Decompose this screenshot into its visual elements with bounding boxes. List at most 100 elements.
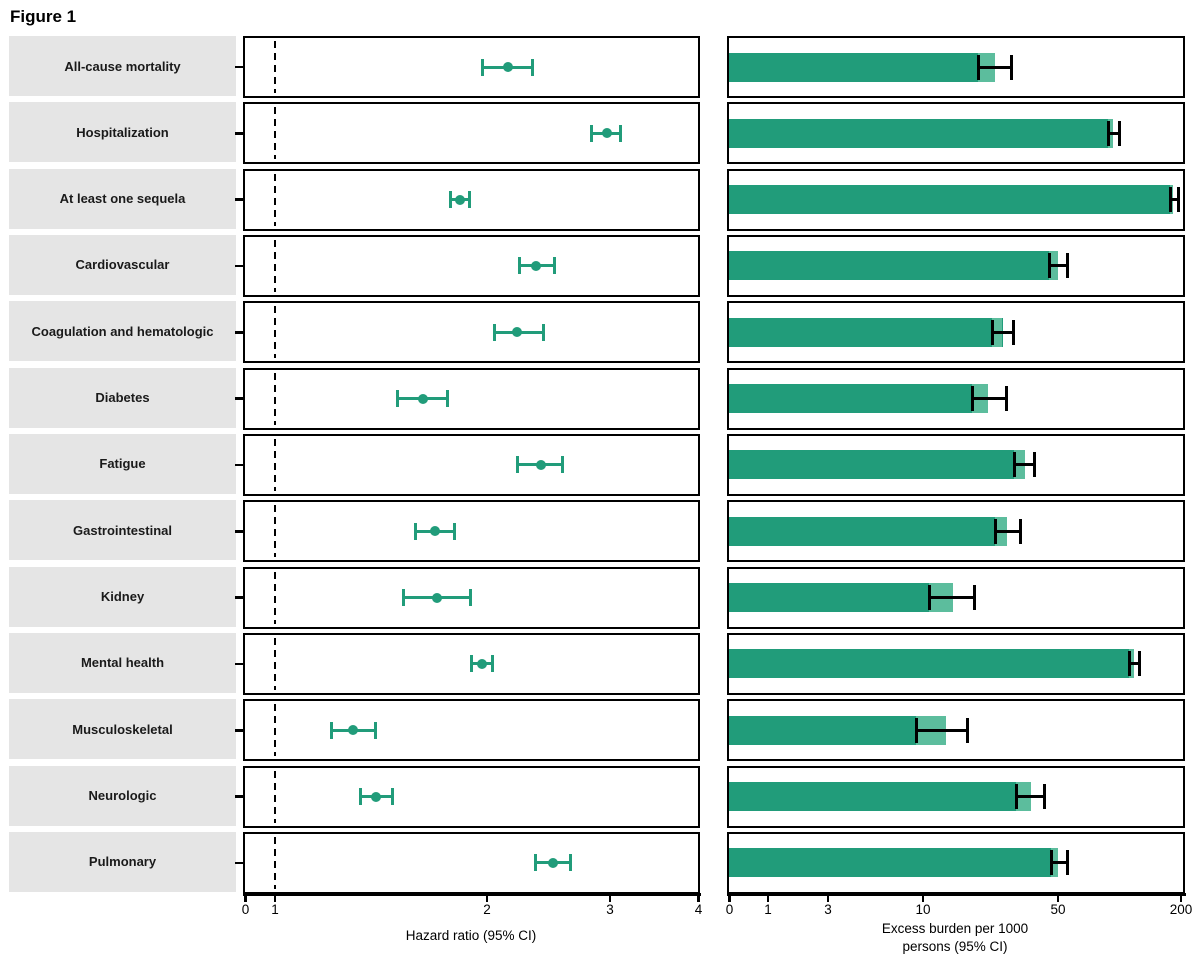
hr-ci-cap-high [531, 58, 535, 76]
hr-ci-cap-low [402, 589, 406, 607]
hr-ci-cap-high [619, 124, 623, 142]
hr-point-marker [536, 459, 547, 470]
reference-line-hr-1 [274, 438, 276, 491]
row-label-gastrointestinal: Gastrointestinal [9, 500, 236, 561]
hazard-ratio-panel [243, 632, 700, 695]
left-axis-tick-0 [244, 895, 247, 902]
row-label-cardiovascular: Cardiovascular [9, 234, 236, 295]
burden-ci-line [1129, 662, 1140, 666]
burden-ci-cap-low [1128, 651, 1132, 677]
excess-burden-axis-title-line2: persons (95% CI) [902, 939, 1008, 954]
burden-ci-cap-low [993, 518, 997, 544]
reference-line-hr-1 [274, 107, 276, 160]
hr-ci-cap-low [470, 655, 474, 673]
left-axis-tick-4 [697, 895, 700, 902]
hr-ci-cap-high [390, 788, 394, 806]
burden-ci-cap-low [1015, 784, 1019, 810]
right-axis-tick-10 [921, 895, 925, 902]
excess-burden-panel [727, 566, 1185, 629]
hr-point-marker [347, 725, 358, 736]
burden-bar [729, 782, 1031, 812]
burden-bar [729, 715, 946, 745]
hr-ci-cap-low [516, 456, 520, 474]
burden-ci-cap-high [1043, 784, 1047, 810]
left-axis-tick-label-0: 0 [241, 902, 250, 917]
hr-point-marker [417, 393, 428, 404]
hr-ci-cap-low [395, 390, 399, 408]
hr-ci-cap-low [493, 323, 497, 341]
row-axis-tick [235, 662, 243, 666]
hazard-ratio-panel [243, 234, 700, 297]
hazard-ratio-panel [243, 765, 700, 828]
row-axis-tick [235, 198, 243, 201]
excess-burden-panel [727, 36, 1185, 98]
hr-point-marker [430, 526, 441, 537]
burden-ci-line [977, 65, 1013, 69]
left-axis-tick-1 [273, 895, 277, 902]
figure-title: Figure 1 [10, 7, 77, 26]
burden-ci-cap-low [1013, 452, 1017, 478]
hazard-ratio-panel [243, 500, 700, 563]
burden-ci-line [1049, 264, 1069, 268]
row-label-fatigue: Fatigue [9, 433, 236, 494]
row-axis-tick [235, 861, 243, 865]
excess-burden-panel [727, 168, 1185, 231]
hazard-ratio-panel [243, 301, 700, 364]
excess-burden-panel [727, 831, 1185, 894]
burden-ci-cap-high [966, 717, 970, 743]
row-label-kidney: Kidney [9, 566, 236, 627]
hr-ci-cap-low [448, 191, 452, 209]
row-label-hospitalization: Hospitalization [9, 102, 236, 163]
burden-bar [729, 52, 996, 82]
reference-line-hr-1 [274, 372, 276, 425]
right-axis-tick-label-3: 3 [824, 902, 832, 917]
excess-burden-panel [727, 301, 1185, 364]
right-axis-tick-label-10: 10 [915, 902, 931, 917]
right-axis-tick-label-50: 50 [1050, 902, 1066, 917]
hazard-ratio-panel [243, 367, 700, 430]
hr-ci-cap-low [413, 522, 417, 540]
burden-bar [729, 118, 1114, 148]
burden-ci-line [916, 728, 969, 732]
hr-point-marker [370, 791, 381, 802]
burden-ci-cap-high [1066, 850, 1070, 876]
row-axis-tick [235, 132, 243, 135]
reference-line-hr-1 [274, 836, 276, 889]
row-label-coagulation-and-hematologic: Coagulation and hematologic [9, 301, 236, 362]
hazard-ratio-panel [243, 168, 700, 231]
excess-burden-panel [727, 102, 1185, 165]
right-axis-tick-3 [826, 895, 830, 902]
burden-bar [729, 185, 1173, 215]
hr-point-marker [502, 62, 513, 72]
burden-ci-cap-low [970, 386, 974, 412]
reference-line-hr-1 [274, 637, 276, 690]
reference-line-hr-1 [274, 41, 276, 93]
hr-ci-cap-high [452, 522, 456, 540]
excess-burden-panel [727, 500, 1185, 563]
hazard-ratio-panel [243, 36, 700, 98]
burden-ci-cap-high [1033, 452, 1037, 478]
hr-ci-cap-high [552, 257, 556, 275]
burden-ci-line [992, 330, 1015, 334]
reference-line-hr-1 [274, 306, 276, 359]
hazard-ratio-panel [243, 831, 700, 894]
hr-ci-cap-high [469, 589, 473, 607]
burden-ci-cap-high [1010, 54, 1014, 80]
burden-ci-cap-high [1005, 386, 1009, 412]
burden-ci-cap-low [976, 54, 980, 80]
burden-ci-line [1169, 198, 1179, 202]
right-axis-tick-label-200: 200 [1169, 902, 1193, 917]
row-axis-tick [235, 729, 243, 732]
hr-ci-cap-low [533, 854, 537, 872]
left-axis-tick-label-3: 3 [606, 902, 614, 917]
row-label-diabetes: Diabetes [9, 367, 236, 428]
burden-ci-line [928, 596, 975, 600]
row-label-all-cause-mortality: All-cause mortality [9, 36, 236, 96]
excess-burden-panel [727, 367, 1185, 430]
hr-ci-cap-low [517, 257, 521, 275]
row-axis-tick [235, 331, 243, 334]
row-label-musculoskeletal: Musculoskeletal [9, 699, 236, 760]
hr-point-marker [477, 658, 488, 669]
hr-ci-cap-low [358, 788, 362, 806]
burden-bar [729, 649, 1135, 679]
